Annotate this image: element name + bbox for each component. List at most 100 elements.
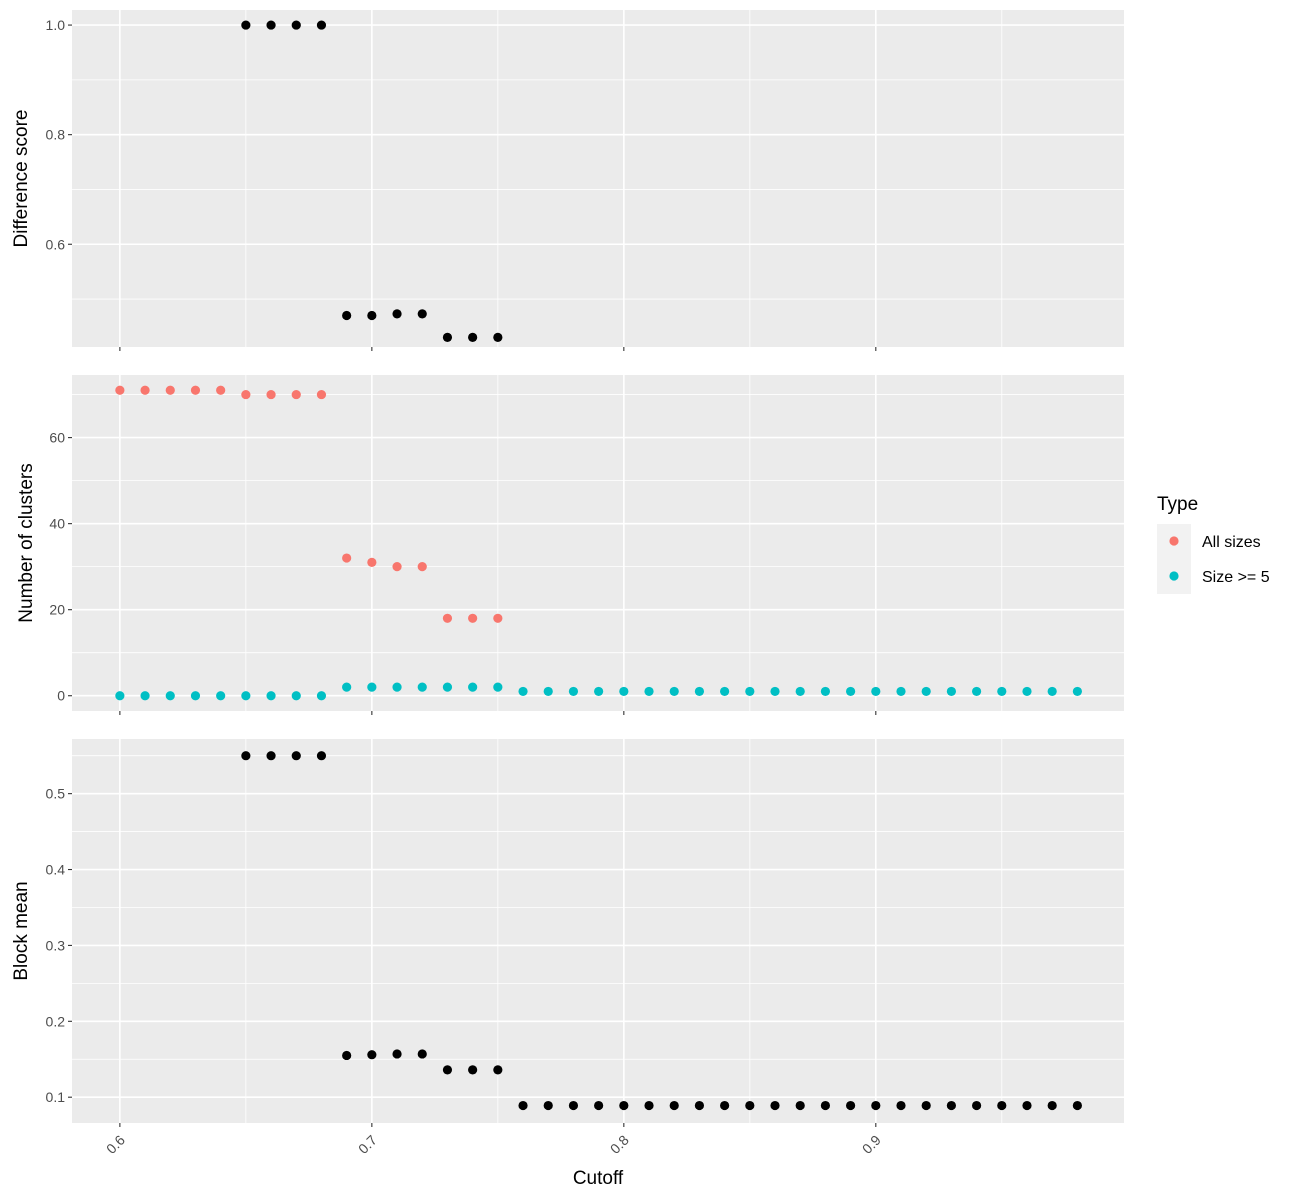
data-point xyxy=(442,1065,453,1075)
data-point xyxy=(241,389,251,400)
data-point xyxy=(971,1100,982,1111)
data-point xyxy=(846,1100,856,1111)
data-point xyxy=(216,691,226,701)
data-point xyxy=(1022,686,1032,697)
data-point xyxy=(619,1100,629,1111)
x-tick-label: 0.8 xyxy=(607,1132,632,1157)
legend-key-1 xyxy=(1169,536,1179,546)
data-point xyxy=(518,1100,528,1111)
data-point xyxy=(720,686,730,697)
data-point xyxy=(316,691,327,701)
data-point xyxy=(518,686,528,697)
data-point xyxy=(644,1100,654,1111)
data-point xyxy=(997,686,1007,697)
data-point xyxy=(1047,686,1057,697)
data-point xyxy=(140,691,150,701)
y-tick-label: 40 xyxy=(49,516,65,532)
data-point xyxy=(669,686,679,697)
data-point xyxy=(115,691,125,701)
data-point xyxy=(291,691,301,701)
y-tick-label: 0.8 xyxy=(46,127,66,143)
data-point xyxy=(115,385,125,395)
panel-2: 0 20 40 60 Number of clusters xyxy=(16,375,1124,715)
y-tick-label: 60 xyxy=(49,430,65,446)
data-point xyxy=(871,686,881,697)
panel-1: 0.6 0.8 1.0 Difference score xyxy=(11,10,1124,351)
data-point xyxy=(543,686,553,697)
data-point xyxy=(165,385,175,395)
data-point xyxy=(493,613,503,623)
data-point xyxy=(468,613,478,623)
data-point xyxy=(216,385,226,395)
data-point xyxy=(644,686,654,697)
data-point xyxy=(1022,1100,1032,1111)
series-2-1 xyxy=(115,385,503,623)
y-tick-label: 0.2 xyxy=(46,1013,66,1029)
data-point xyxy=(342,682,352,692)
data-point xyxy=(694,686,705,697)
data-point xyxy=(694,1100,705,1111)
data-point xyxy=(241,751,251,761)
panel-background xyxy=(72,10,1124,347)
panel-3: 0.1 0.2 0.3 0.4 0.5 Block mean xyxy=(11,739,1124,1127)
data-point xyxy=(946,1100,956,1111)
data-point xyxy=(342,553,352,563)
data-point xyxy=(493,1065,503,1075)
data-point xyxy=(367,1050,377,1060)
data-point xyxy=(367,682,377,692)
data-point xyxy=(1047,1100,1057,1111)
x-axis-title: Cutoff xyxy=(573,1168,624,1189)
data-point xyxy=(316,20,327,30)
data-point xyxy=(392,562,402,572)
series-3-1 xyxy=(241,751,1082,1111)
data-point xyxy=(367,557,377,567)
y-axis-title: Number of clusters xyxy=(16,463,37,622)
data-point xyxy=(241,691,251,701)
data-point xyxy=(417,682,427,692)
data-point xyxy=(342,310,352,321)
data-point xyxy=(442,613,453,623)
data-point xyxy=(971,686,982,697)
y-tick-label: 0.3 xyxy=(46,937,66,953)
panel-background xyxy=(72,739,1124,1123)
data-point xyxy=(291,389,301,400)
data-point xyxy=(417,1049,427,1059)
data-point xyxy=(795,686,805,697)
data-point xyxy=(846,686,856,697)
data-point xyxy=(468,682,478,692)
data-point xyxy=(190,385,201,395)
legend-entries: All sizes Size >= 5 xyxy=(1169,534,1270,586)
x-tick-label: 0.7 xyxy=(355,1132,380,1157)
data-point xyxy=(997,1100,1007,1111)
data-point xyxy=(468,332,478,343)
chart-panels: 0.6 0.8 1.0 Difference score 0 20 40 60 Number o… xyxy=(11,10,1124,1157)
data-point xyxy=(820,1100,831,1111)
data-point xyxy=(871,1100,881,1111)
x-tick-labels: 0.6 0.7 0.8 0.9 xyxy=(103,1132,884,1157)
data-point xyxy=(745,1100,755,1111)
data-point xyxy=(720,1100,730,1111)
data-point xyxy=(291,20,301,30)
data-point xyxy=(493,332,503,343)
series-2-2 xyxy=(115,682,1082,701)
data-point xyxy=(770,1100,780,1111)
data-point xyxy=(1072,686,1082,697)
data-point xyxy=(367,310,377,321)
data-point xyxy=(543,1100,553,1111)
legend-key-2 xyxy=(1169,571,1179,581)
data-point xyxy=(442,682,453,692)
data-point xyxy=(795,1100,805,1111)
data-point xyxy=(190,691,201,701)
data-point xyxy=(896,686,906,697)
legend-key-background xyxy=(1157,524,1191,594)
series-1-1 xyxy=(241,20,503,343)
data-point xyxy=(594,1100,604,1111)
data-point xyxy=(770,686,780,697)
panel-background xyxy=(72,375,1124,711)
data-point xyxy=(468,1065,478,1075)
data-point xyxy=(896,1100,906,1111)
data-point xyxy=(442,332,453,343)
data-point xyxy=(921,1100,931,1111)
data-point xyxy=(266,389,276,400)
